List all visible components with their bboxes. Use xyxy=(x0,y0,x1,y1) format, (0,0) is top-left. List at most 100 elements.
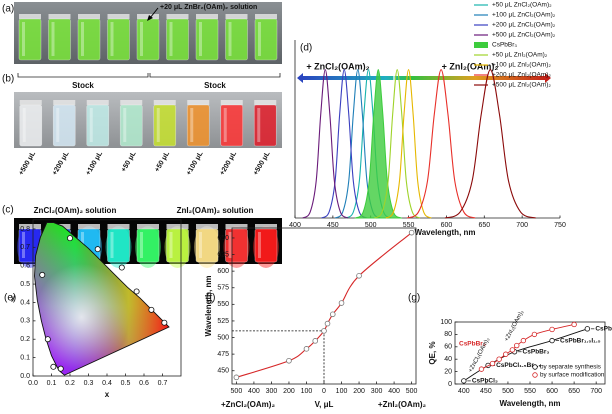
point xyxy=(303,346,310,352)
volume-label: +200 μL xyxy=(51,150,71,177)
y-tick-label: 0.4 xyxy=(20,299,30,306)
stock-bracket xyxy=(149,73,281,78)
point xyxy=(321,328,327,334)
vial-shine xyxy=(81,22,84,56)
point xyxy=(161,319,168,326)
legend-label: +200 μL ZnI₂(OAm)₂ xyxy=(492,72,551,79)
spectrum-line xyxy=(321,69,368,219)
panel-label: (c) xyxy=(2,205,14,216)
point xyxy=(118,264,125,271)
y-tick-label: 0 xyxy=(448,381,452,388)
volume-label: +50 μL xyxy=(120,150,138,174)
point xyxy=(94,246,101,253)
spectrum-line xyxy=(444,69,536,219)
vial xyxy=(195,18,219,61)
vial-cap xyxy=(196,224,218,229)
vial xyxy=(19,104,43,147)
y-tick-label: 575 xyxy=(217,285,229,292)
point xyxy=(514,342,520,349)
volume-label: +50 μL xyxy=(154,150,172,174)
x-tick-label: 550 xyxy=(524,388,536,395)
vial-shine xyxy=(169,232,173,258)
y-tick-label: 650 xyxy=(217,235,229,242)
x-tick-label: 400 xyxy=(388,388,400,395)
point xyxy=(39,271,46,278)
vial-cap xyxy=(19,100,42,105)
x-tick-label: 650 xyxy=(478,222,490,229)
point xyxy=(509,347,516,353)
y-axis-label: QE, % xyxy=(428,341,437,364)
legend-label: +100 μL ZnCl₂(OAm)₂ xyxy=(492,12,556,19)
vial xyxy=(225,228,248,263)
volume-label: +500 μL xyxy=(252,150,272,177)
point xyxy=(549,326,555,333)
legend-label: CsPbBr₃ xyxy=(492,42,517,49)
vial xyxy=(254,18,278,61)
x-tick-label: 400 xyxy=(458,388,470,395)
x-tick-label: 200 xyxy=(353,388,365,395)
point xyxy=(329,311,336,318)
y-tick-label: 600 xyxy=(217,268,229,275)
vial-cap xyxy=(19,224,41,229)
x-tick-label: 200 xyxy=(283,388,295,395)
x-tick-label: 0.2 xyxy=(65,380,75,387)
spectrum-line xyxy=(374,69,421,219)
trend-line xyxy=(481,324,575,370)
arrow-label: +ZnI₂(OAm)₂ xyxy=(504,309,526,343)
x-axis-label: V, μL xyxy=(315,400,334,409)
vial-shine xyxy=(257,108,261,142)
point xyxy=(286,357,292,364)
point-label: CsPbCl₁.₅Br₁.₅ xyxy=(496,362,541,369)
x-tick-label: 750 xyxy=(554,222,566,229)
x-tick-label: 600 xyxy=(441,222,453,229)
spectrum-line xyxy=(406,69,476,219)
x-tick-label: 550 xyxy=(403,222,415,229)
x-tick-label: 450 xyxy=(327,222,339,229)
y-tick-label: 475 xyxy=(217,351,229,358)
vial-shine xyxy=(199,232,202,258)
vial-shine xyxy=(140,232,143,258)
legend-label: by surface modification xyxy=(540,372,605,379)
y-tick-label: 500 xyxy=(217,334,229,341)
legend-label: +100 μL ZnI₂(OAm)₂ xyxy=(492,62,551,69)
legend-marker xyxy=(532,372,538,378)
x-tick-label: 100 xyxy=(301,388,313,395)
y-tick-label: 20 xyxy=(444,368,452,375)
x-tick-label: 0 xyxy=(322,388,326,395)
x-tick-label: 100 xyxy=(336,388,348,395)
vial xyxy=(107,228,130,263)
vial-cap xyxy=(255,224,277,229)
point xyxy=(324,320,331,327)
vial-shine xyxy=(223,108,227,142)
vial-shine xyxy=(140,22,143,56)
panel-label: (d) xyxy=(300,43,312,54)
vial-cap xyxy=(86,100,109,105)
annotation: +20 μL ZnBr₂(OAm)₂ solution xyxy=(160,4,257,11)
y-axis-label: Wavelength, nm xyxy=(204,275,213,336)
point xyxy=(584,326,591,332)
vial xyxy=(220,104,244,147)
arrow-head xyxy=(147,15,153,21)
point xyxy=(408,229,415,236)
y-tick-label: 450 xyxy=(217,368,229,375)
vial-shine xyxy=(89,108,93,142)
vial xyxy=(107,18,130,61)
vial-cap xyxy=(225,224,248,229)
y-tick-label: 0.8 xyxy=(20,226,30,233)
vial-cap xyxy=(255,14,277,19)
x-tick-label: 650 xyxy=(568,388,580,395)
gradient-arrow xyxy=(297,73,551,83)
legend-label: +50 μL ZnCl₂(OAm)₂ xyxy=(492,2,552,9)
vial-cap xyxy=(107,14,130,19)
vial-cap xyxy=(78,224,100,229)
vial-shine xyxy=(199,22,202,56)
vial-cap xyxy=(107,224,130,229)
vial-cap xyxy=(78,14,100,19)
y-tick-label: 60 xyxy=(444,344,452,351)
annotation: + ZnCl₂(OAm)₂ xyxy=(306,61,369,71)
y-tick-label: 0.5 xyxy=(20,281,30,288)
stock-label: Stock xyxy=(72,81,94,90)
point xyxy=(571,321,577,328)
point xyxy=(549,337,555,344)
